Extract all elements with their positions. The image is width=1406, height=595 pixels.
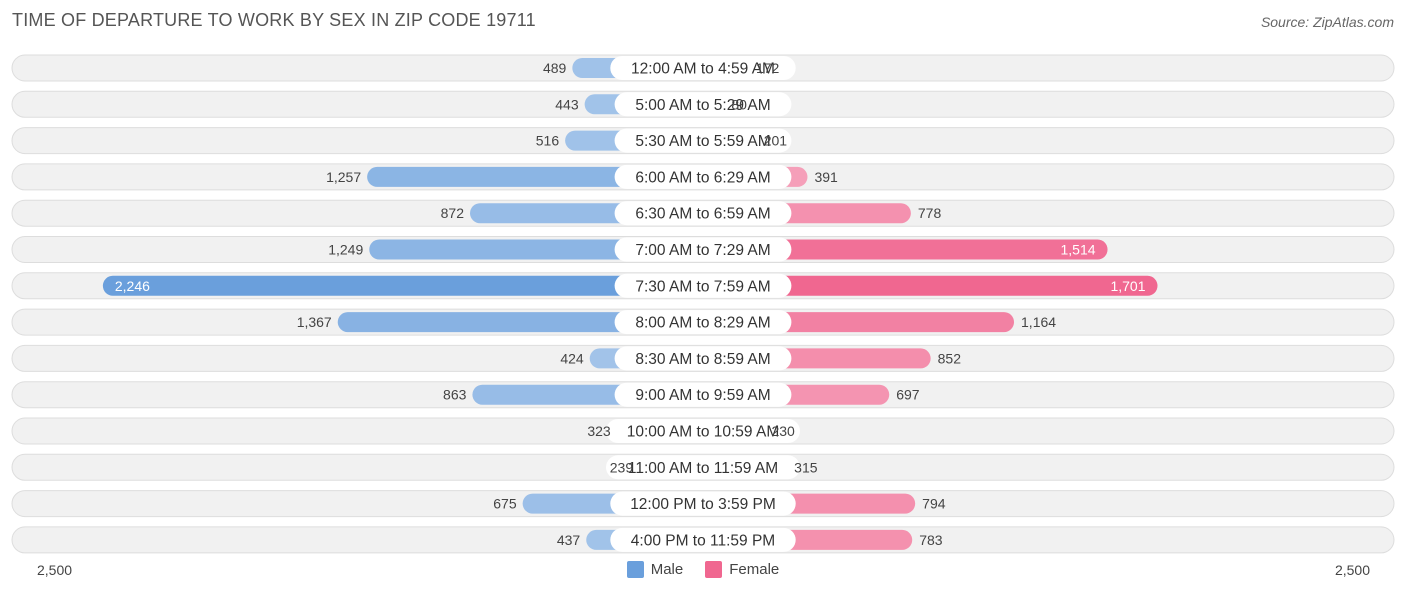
category-label: 6:30 AM to 6:59 AM: [635, 206, 770, 223]
category-label-bg: [614, 92, 792, 117]
female-bar: [703, 275, 1158, 296]
category-label: 7:30 AM to 7:59 AM: [635, 278, 770, 295]
category-label: 9:00 AM to 9:59 AM: [635, 387, 770, 404]
chart-svg: 12:00 AM to 4:59 AM 489 172 5:00 AM to 5:29…: [11, 54, 1395, 554]
category-label: 12:00 PM to 3:59 PM: [630, 496, 776, 513]
category-label-bg: [610, 491, 796, 516]
category-label-bg: [614, 237, 792, 262]
category-label-bg: [610, 527, 796, 552]
category-label: 7:00 AM to 7:29 AM: [635, 242, 770, 259]
male-value-label: 1,249: [328, 242, 363, 258]
category-label-bg: [614, 128, 792, 153]
category-label: 5:00 AM to 5:29 AM: [635, 97, 770, 114]
female-value-label: 230: [771, 423, 795, 439]
female-value-label: 201: [764, 133, 788, 149]
bar-row: 7:30 AM to 7:59 AM 2,246 1,701: [11, 272, 1395, 300]
bar-row: 5:00 AM to 5:29 AM 443 80: [11, 90, 1395, 118]
male-value-label: 424: [560, 350, 584, 366]
female-value-label: 783: [919, 532, 943, 548]
bar-row: 4:00 PM to 11:59 PM 437 783: [11, 526, 1395, 554]
source-note: Source: ZipAtlas.com: [1260, 14, 1394, 30]
bar-row: 12:00 PM to 3:59 PM 675 794: [11, 490, 1395, 518]
male-value-label: 437: [557, 532, 581, 548]
category-label-bg: [614, 346, 792, 371]
category-label-bg: [614, 273, 792, 298]
legend-swatch-male: [626, 561, 644, 578]
legend-item-female[interactable]: Female: [705, 561, 779, 578]
bar-row: 5:30 AM to 5:59 AM 516 201: [11, 127, 1395, 155]
female-value-label: 852: [938, 350, 962, 366]
category-label-bg: [606, 455, 800, 480]
bar-row: 6:30 AM to 6:59 AM 872 778: [11, 199, 1395, 227]
female-value-label: 391: [814, 169, 838, 185]
female-value-label: 1,164: [1021, 314, 1056, 330]
category-label: 8:00 AM to 8:29 AM: [635, 315, 770, 332]
male-value-label: 1,367: [297, 314, 332, 330]
category-label: 5:30 AM to 5:59 AM: [635, 133, 770, 150]
female-value-label: 1,701: [1110, 278, 1145, 294]
male-value-label: 1,257: [326, 169, 361, 185]
female-value-label: 315: [794, 459, 818, 475]
female-value-label: 80: [731, 96, 747, 112]
female-value-label: 794: [922, 496, 946, 512]
bar-row: 8:30 AM to 8:59 AM 424 852: [11, 344, 1395, 372]
category-label-bg: [610, 56, 796, 80]
legend-label-male: Male: [650, 561, 684, 578]
bar-row: 6:00 AM to 6:29 AM 1,257 391: [11, 163, 1395, 191]
male-value-label: 323: [587, 423, 611, 439]
legend-label-female: Female: [729, 561, 780, 578]
category-label: 8:30 AM to 8:59 AM: [635, 351, 770, 368]
category-label: 4:00 PM to 11:59 PM: [631, 532, 775, 549]
category-label: 12:00 AM to 4:59 AM: [631, 61, 775, 78]
male-value-label: 863: [443, 387, 467, 403]
male-value-label: 675: [493, 496, 517, 512]
male-value-label: 239: [610, 459, 634, 475]
female-bar: [703, 239, 1108, 260]
category-label: 11:00 AM to 11:59 AM: [628, 460, 778, 477]
category-label: 6:00 AM to 6:29 AM: [635, 169, 770, 186]
male-value-label: 2,246: [115, 278, 150, 294]
legend-swatch-female: [705, 561, 723, 578]
axis-left-label: 2,500: [37, 562, 73, 578]
male-value-label: 489: [543, 60, 567, 76]
category-label-bg: [614, 201, 792, 226]
chart-title: TIME OF DEPARTURE TO WORK BY SEX IN ZIP …: [12, 10, 536, 30]
bar-row: 7:00 AM to 7:29 AM 1,249 1,514: [11, 236, 1395, 263]
axis-right-label: 2,500: [1334, 562, 1370, 578]
category-label-bg: [614, 382, 792, 407]
category-label-bg: [614, 164, 792, 189]
bar-row: 10:00 AM to 10:59 AM 323 230: [11, 417, 1395, 445]
category-label-bg: [614, 310, 792, 335]
female-value-label: 778: [918, 205, 942, 221]
female-value-label: 697: [896, 387, 920, 403]
category-label-bg: [606, 419, 800, 443]
legend-item-male[interactable]: Male: [626, 561, 684, 578]
male-value-label: 516: [536, 133, 560, 149]
male-bar: [337, 312, 703, 333]
bar-row: 9:00 AM to 9:59 AM 863 697: [11, 381, 1395, 409]
category-label: 10:00 AM to 10:59 AM: [627, 424, 780, 441]
bar-row: 12:00 AM to 4:59 AM 489 172: [11, 54, 1395, 82]
male-value-label: 443: [555, 96, 579, 112]
legend: Male Female: [0, 561, 1406, 578]
male-value-label: 872: [441, 205, 465, 221]
female-value-label: 172: [756, 60, 780, 76]
male-bar: [102, 275, 704, 296]
bar-row: 8:00 AM to 8:29 AM 1,367 1,164: [11, 308, 1395, 336]
female-value-label: 1,514: [1060, 242, 1095, 258]
